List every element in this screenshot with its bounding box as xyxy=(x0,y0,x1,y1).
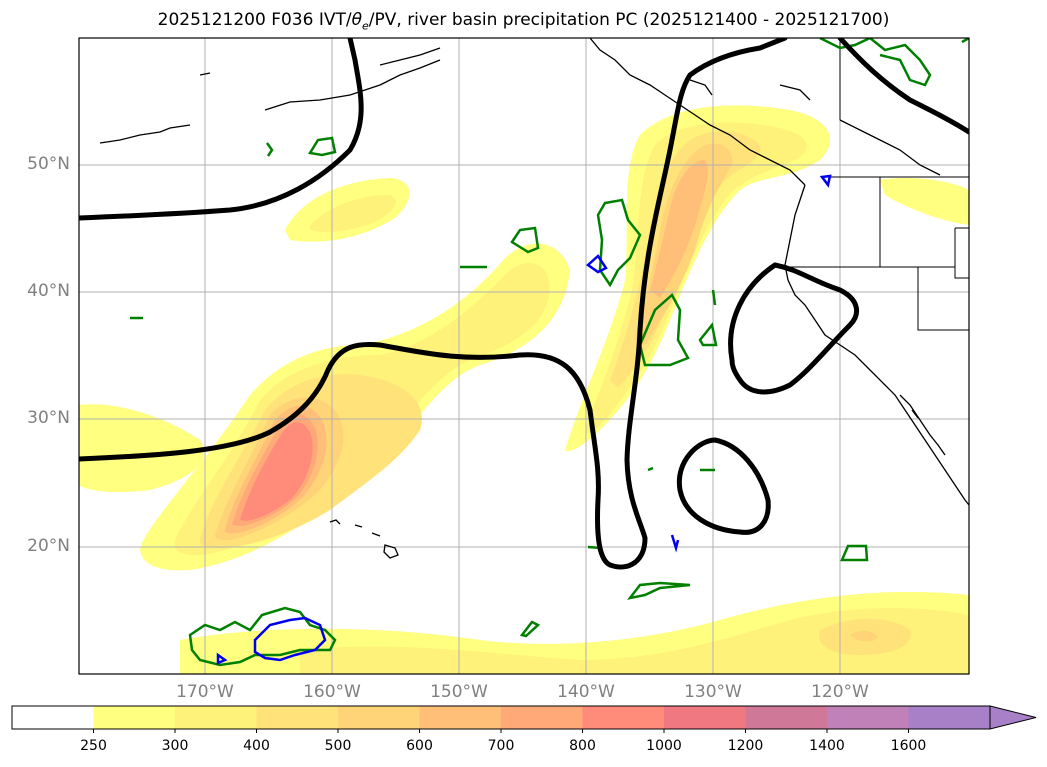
lat-label-40n: 40°N xyxy=(27,281,70,301)
colorbar-segment xyxy=(501,706,583,729)
lat-label-30n: 30°N xyxy=(27,408,70,428)
colorbar-label: 700 xyxy=(487,738,515,754)
colorbar-segment xyxy=(664,706,746,729)
colorbar-segment xyxy=(93,706,176,729)
colorbar-label: 800 xyxy=(569,738,596,754)
lon-label-140w: 140°W xyxy=(557,682,615,702)
ivt-plume-main-800 xyxy=(240,422,313,521)
ivt-plume-nw-600 xyxy=(650,160,708,298)
colorbar-label: 300 xyxy=(161,738,189,754)
lon-label-130w: 130°W xyxy=(684,682,742,702)
lon-label-160w: 160°W xyxy=(303,682,361,702)
figure-title: 2025121200 F036 IVT/θe/PV, river basin p… xyxy=(157,10,890,33)
ivt-band-south-300 xyxy=(300,608,969,674)
colorbar-label: 1600 xyxy=(890,738,927,754)
map-frame xyxy=(78,37,970,675)
colorbar-segment xyxy=(745,706,828,729)
coastlines xyxy=(99,38,969,559)
lon-label-150w: 150°W xyxy=(430,682,488,702)
lat-label-50n: 50°N xyxy=(27,154,70,174)
graticule xyxy=(79,38,969,674)
colorbar-segment xyxy=(908,706,991,729)
colorbar-segment xyxy=(175,706,257,729)
colorbar-label: 1000 xyxy=(646,738,682,754)
ivt-patch-north-300 xyxy=(310,195,396,232)
colorbar-segment xyxy=(419,706,502,729)
colorbar-segment xyxy=(827,706,909,729)
colorbar-segment xyxy=(256,706,339,729)
ivt-contours xyxy=(79,38,969,570)
colorbar xyxy=(11,705,1037,733)
pv-contours xyxy=(216,174,832,665)
colorbar-label: 250 xyxy=(80,738,107,754)
lat-label-20n: 20°N xyxy=(27,536,70,556)
colorbar-segment xyxy=(12,706,94,729)
colorbar-extend-arrow xyxy=(989,705,1037,730)
ivt-patch-west-250 xyxy=(79,404,205,493)
colorbar-label: 500 xyxy=(324,738,352,754)
colorbar-label: 1400 xyxy=(809,738,845,754)
ivt-patch-ne-250 xyxy=(880,178,969,225)
colorbar-segment xyxy=(582,706,665,729)
lon-label-170w: 170°W xyxy=(176,682,234,702)
ivt-band-south-500 xyxy=(850,630,878,642)
colorbar-label: 600 xyxy=(406,738,433,754)
colorbar-label: 1200 xyxy=(727,738,764,754)
lon-label-120w: 120°W xyxy=(811,682,869,702)
colorbar-segment xyxy=(338,706,420,729)
colorbar-label: 400 xyxy=(243,738,270,754)
